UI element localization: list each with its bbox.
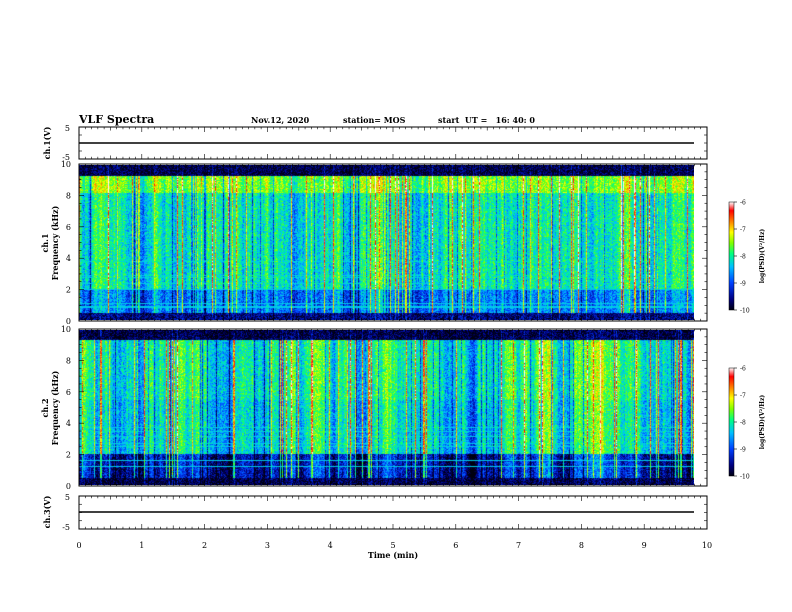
colorbar-tick-label: -7 bbox=[740, 227, 746, 234]
ch3-voltage-panel: 5 -5 ch.3(V) bbox=[42, 493, 708, 532]
ch1-spectrogram-panel: 0 2 4 6 8 10 ch.1 Frequency (kHz) bbox=[40, 160, 708, 326]
ch2-colorbar-label: log(PSD)(V²/Hz) bbox=[759, 395, 766, 450]
y-tick-label: 0 bbox=[66, 482, 71, 491]
ch1-colorbar: -6 -7 -8 -9 -10 log(PSD)(V²/Hz) bbox=[728, 200, 766, 315]
y-tick-label: 6 bbox=[66, 388, 71, 397]
ch3-voltage-ylabel: ch.3(V) bbox=[42, 495, 52, 528]
colorbar-tick-label: -6 bbox=[740, 366, 746, 373]
y-tick-label: 6 bbox=[66, 223, 71, 232]
colorbar-tick-label: -7 bbox=[740, 393, 746, 400]
colorbar-tick-label: -10 bbox=[740, 308, 750, 315]
ch2-spectrogram-ylabel-channel: ch.2 bbox=[40, 398, 50, 417]
ch2-spectrogram-image bbox=[79, 330, 694, 485]
colorbar-tick-label: -8 bbox=[740, 420, 746, 427]
ch1-spectrogram-ylabel-channel: ch.1 bbox=[40, 233, 50, 252]
x-tick-label: 7 bbox=[516, 541, 521, 550]
y-tick-label: 8 bbox=[66, 191, 71, 200]
x-tick-label: 1 bbox=[139, 541, 144, 550]
y-tick-label: 2 bbox=[66, 451, 71, 460]
ch3-ytick-bottom: -5 bbox=[62, 523, 70, 532]
x-tick-label: 4 bbox=[328, 541, 333, 550]
x-tick-label: 3 bbox=[265, 541, 270, 550]
x-tick-label: 8 bbox=[579, 541, 584, 550]
x-tick-label: 0 bbox=[76, 541, 81, 550]
x-tick-label: 9 bbox=[642, 541, 647, 550]
colorbar-tick-label: -10 bbox=[740, 474, 750, 481]
colorbar-tick-label: -8 bbox=[740, 254, 746, 261]
colorbar-tick-label: -9 bbox=[740, 281, 746, 288]
ch1-ytick-top: 5 bbox=[65, 124, 70, 133]
figure-start-time: start UT = 16: 40: 0 bbox=[438, 115, 535, 125]
ch1-voltage-ylabel: ch.1(V) bbox=[42, 126, 52, 159]
colorbar-tick-label: -6 bbox=[740, 200, 746, 207]
x-tick-label: 2 bbox=[202, 541, 207, 550]
ch1-spectrogram-image bbox=[79, 165, 694, 320]
y-tick-label: 4 bbox=[66, 254, 71, 263]
x-tick-label: 10 bbox=[702, 541, 712, 550]
figure-date: Nov.12, 2020 bbox=[251, 115, 310, 125]
ch1-spectrogram-ylabel-freq: Frequency (kHz) bbox=[50, 205, 60, 280]
figure-station: station= MOS bbox=[343, 115, 406, 125]
ch1-colorbar-label: log(PSD)(V²/Hz) bbox=[759, 229, 766, 284]
y-tick-label: 10 bbox=[61, 160, 71, 169]
y-tick-label: 10 bbox=[61, 325, 71, 334]
ch3-ytick-top: 5 bbox=[65, 493, 70, 502]
y-tick-label: 4 bbox=[66, 419, 71, 428]
y-tick-label: 8 bbox=[66, 356, 71, 365]
ch2-spectrogram-ylabel-freq: Frequency (kHz) bbox=[50, 370, 60, 445]
ch1-voltage-panel: 5 -5 ch.1(V) bbox=[42, 124, 708, 162]
x-axis-label: Time (min) bbox=[368, 550, 418, 560]
y-tick-label: 0 bbox=[66, 317, 71, 326]
figure-title: VLF Spectra bbox=[78, 113, 154, 126]
ch2-spectrogram-panel: 0 2 4 6 8 10 ch.2 Frequency (kHz) bbox=[40, 325, 708, 491]
ch2-colorbar-gradient bbox=[728, 367, 735, 477]
ch2-colorbar: -6 -7 -8 -9 -10 log(PSD)(V²/Hz) bbox=[728, 366, 766, 481]
colorbar-tick-label: -9 bbox=[740, 447, 746, 454]
ch1-colorbar-gradient bbox=[728, 201, 735, 311]
x-tick-label: 5 bbox=[390, 541, 395, 550]
x-tick-label: 6 bbox=[453, 541, 458, 550]
y-tick-label: 2 bbox=[66, 286, 71, 295]
ch1-ytick-bottom: -5 bbox=[62, 153, 70, 162]
